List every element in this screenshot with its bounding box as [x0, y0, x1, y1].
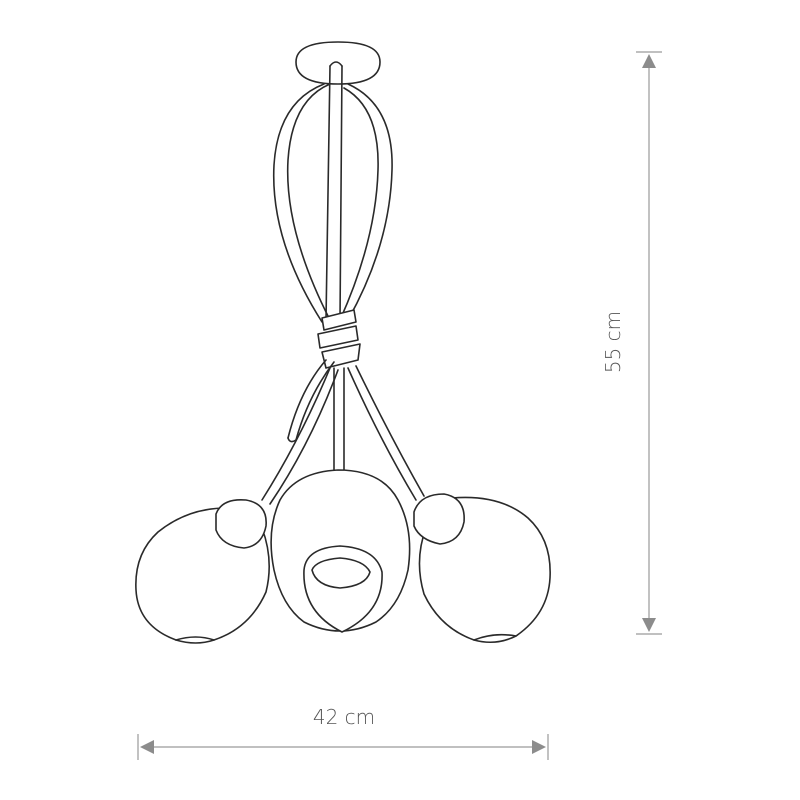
lamp-arms — [261, 365, 425, 505]
shade-center — [270, 469, 411, 633]
arrow-right-icon — [532, 740, 546, 754]
wire-loops — [272, 61, 393, 323]
arrow-down-icon — [642, 618, 656, 632]
wire-knot — [287, 309, 361, 443]
width-dimension: 42 cm — [137, 705, 549, 760]
shade-right — [413, 493, 551, 644]
arrow-left-icon — [140, 740, 154, 754]
arrow-up-icon — [642, 54, 656, 68]
width-label: 42 cm — [313, 705, 375, 729]
height-dimension: 55 cm — [601, 51, 662, 635]
shade-left — [135, 498, 270, 644]
height-label: 55 cm — [601, 311, 625, 373]
